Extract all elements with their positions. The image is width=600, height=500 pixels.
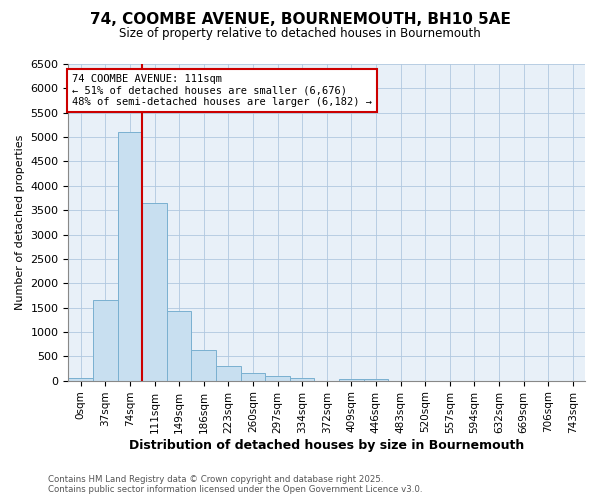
X-axis label: Distribution of detached houses by size in Bournemouth: Distribution of detached houses by size …	[129, 440, 524, 452]
Text: 74 COOMBE AVENUE: 111sqm
← 51% of detached houses are smaller (6,676)
48% of sem: 74 COOMBE AVENUE: 111sqm ← 51% of detach…	[72, 74, 372, 107]
Bar	[191, 350, 216, 380]
Bar	[339, 379, 364, 380]
Bar	[93, 300, 118, 380]
Bar	[118, 132, 142, 380]
Text: 74, COOMBE AVENUE, BOURNEMOUTH, BH10 5AE: 74, COOMBE AVENUE, BOURNEMOUTH, BH10 5AE	[89, 12, 511, 28]
Bar	[241, 374, 265, 380]
Bar	[364, 379, 388, 380]
Bar	[142, 203, 167, 380]
Bar	[290, 378, 314, 380]
Bar	[68, 378, 93, 380]
Bar	[216, 366, 241, 380]
Bar	[265, 376, 290, 380]
Text: Contains HM Land Registry data © Crown copyright and database right 2025.
Contai: Contains HM Land Registry data © Crown c…	[48, 474, 422, 494]
Text: Size of property relative to detached houses in Bournemouth: Size of property relative to detached ho…	[119, 28, 481, 40]
Y-axis label: Number of detached properties: Number of detached properties	[15, 134, 25, 310]
Bar	[167, 311, 191, 380]
